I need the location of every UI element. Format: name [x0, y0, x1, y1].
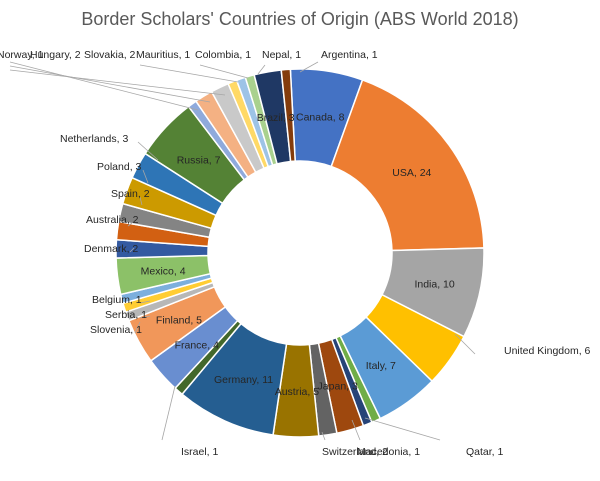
data-label-norway: Norway, 1	[0, 49, 44, 61]
leader-line-denmark	[129, 247, 135, 253]
leader-line-israel	[161, 385, 176, 441]
leader-line-qatar	[364, 417, 441, 441]
leader-lines-group	[9, 61, 476, 441]
data-label-qatar: Qatar, 1	[466, 446, 504, 458]
data-label-brazil: Brazil, 3	[257, 112, 295, 124]
data-label-spain: Spain, 2	[111, 188, 150, 200]
data-label-italy: Italy, 7	[366, 360, 396, 372]
leader-line-spain	[139, 196, 143, 206]
data-labels-group: Canada, 8 USA, 24 India, 10 United Kingdom,…	[0, 49, 591, 458]
data-label-macedonia: Macedonia, 1	[357, 446, 420, 458]
leader-line-nepal	[257, 64, 266, 75]
leader-line-hungary	[9, 65, 211, 103]
data-label-japan: Japan, 3	[318, 381, 358, 393]
leader-line-united-kingdom	[454, 333, 476, 355]
data-label-denmark: Denmark, 2	[84, 243, 138, 255]
leader-line-netherlands	[137, 141, 159, 161]
leader-line-mauritius	[139, 64, 239, 83]
data-label-russia: Russia, 7	[177, 154, 221, 166]
data-label-belgium: Belgium, 1	[92, 294, 142, 306]
leader-line-colombia	[199, 64, 249, 79]
leader-line-poland	[142, 169, 149, 184]
slices-group	[115, 68, 485, 438]
data-label-india: India, 10	[414, 278, 454, 290]
leader-line-argentina	[299, 61, 319, 73]
leader-line-belgium	[139, 300, 151, 304]
data-label-nepal: Nepal, 1	[262, 49, 301, 61]
data-label-canada: Canada, 8	[296, 111, 345, 123]
data-label-poland: Poland, 3	[97, 161, 142, 173]
data-label-slovenia: Slovenia, 1	[90, 324, 142, 336]
data-label-united-kingdom: United Kingdom, 6	[504, 345, 591, 357]
data-label-france: France, 4	[175, 340, 220, 352]
data-label-argentina: Argentina, 1	[321, 49, 378, 61]
slice-usa	[330, 78, 485, 252]
data-label-finland: Finland, 5	[156, 314, 202, 326]
leader-line-slovenia	[134, 321, 141, 334]
leader-line-slovakia	[9, 69, 226, 96]
data-label-slovakia: Slovakia, 2	[84, 49, 136, 61]
data-label-germany: Germany, 11	[214, 374, 273, 386]
leader-line-macedonia	[351, 419, 361, 441]
leader-line-serbia	[139, 315, 151, 319]
data-label-serbia: Serbia, 1	[105, 309, 147, 321]
chart-title: Border Scholars' Countries of Origin (AB…	[81, 9, 518, 29]
slice-argentina	[280, 68, 296, 163]
leader-line-norway	[9, 61, 199, 111]
data-label-hungary: Hungary, 2	[30, 49, 81, 61]
data-label-colombia: Colombia, 1	[195, 49, 251, 61]
data-label-switzerland: Switzerland, 2	[322, 446, 388, 458]
data-label-netherlands: Netherlands, 3	[60, 133, 128, 145]
leader-line-australia	[127, 222, 133, 227]
data-label-israel: Israel, 1	[181, 446, 219, 458]
data-label-mauritius: Mauritius, 1	[136, 49, 190, 61]
data-label-usa: USA, 24	[392, 167, 431, 179]
data-label-australia: Australia, 2	[86, 214, 139, 226]
data-label-austria: Austria, 5	[275, 386, 320, 398]
leader-line-switzerland	[321, 431, 326, 441]
data-label-mexico: Mexico, 4	[141, 266, 186, 278]
